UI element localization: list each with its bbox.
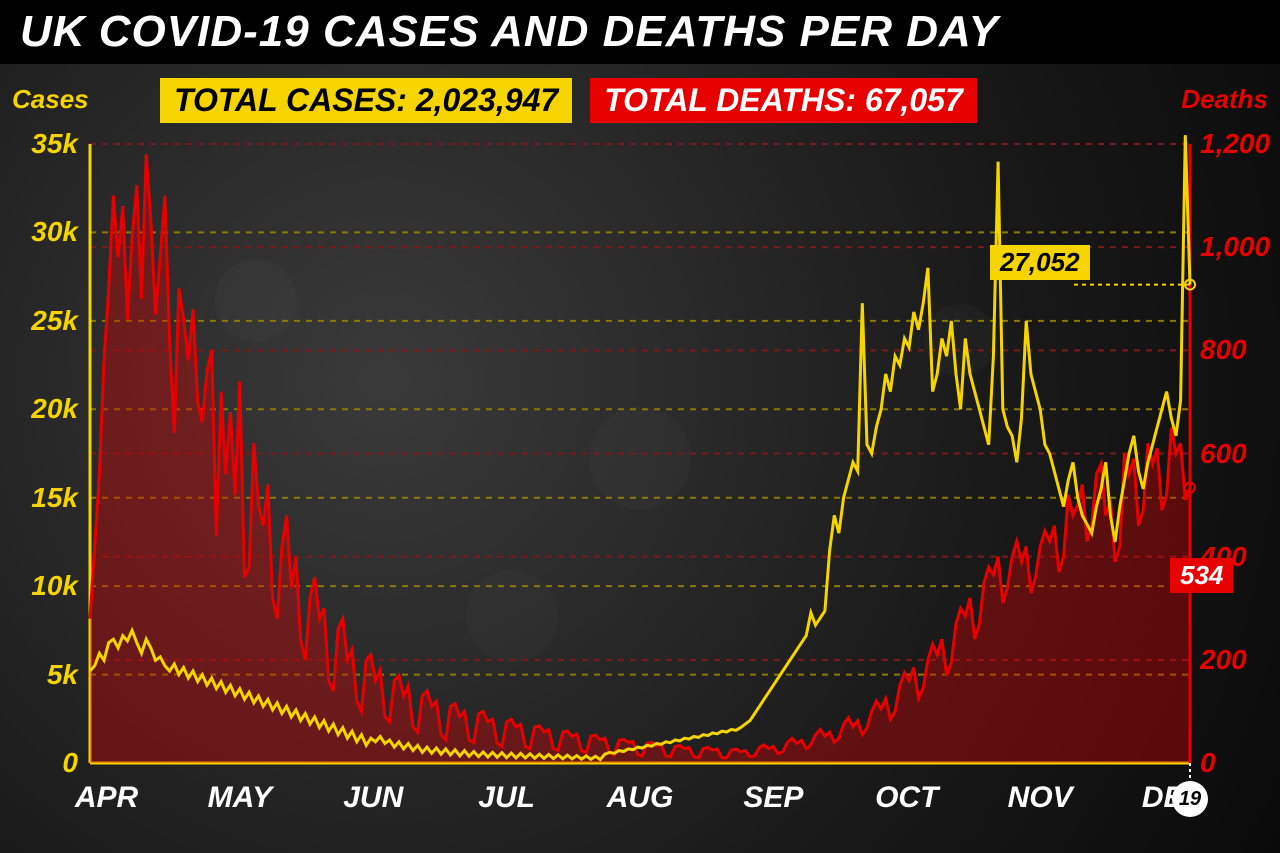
deaths-callout: 534: [1170, 558, 1233, 593]
totals-row: TOTAL CASES: 2,023,947 TOTAL DEATHS: 67,…: [160, 78, 977, 123]
total-deaths-badge: TOTAL DEATHS: 67,057: [590, 78, 977, 123]
chart-title: UK COVID-19 CASES AND DEATHS PER DAY: [20, 7, 999, 57]
title-bar: UK COVID-19 CASES AND DEATHS PER DAY: [0, 0, 1280, 64]
cases-callout: 27,052: [990, 245, 1090, 280]
total-cases-badge: TOTAL CASES: 2,023,947: [160, 78, 572, 123]
date-badge: 19: [1172, 781, 1208, 817]
plot-svg: [0, 64, 1280, 853]
chart-area: Cases Deaths TOTAL CASES: 2,023,947 TOTA…: [0, 64, 1280, 853]
